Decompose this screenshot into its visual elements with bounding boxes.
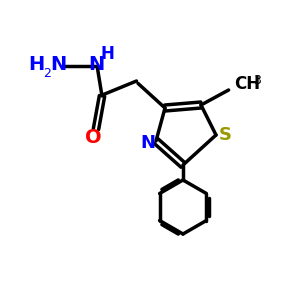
Text: N: N <box>88 55 105 74</box>
Text: 2: 2 <box>44 67 51 80</box>
Text: N: N <box>50 55 67 74</box>
Text: O: O <box>85 128 102 147</box>
Text: H: H <box>100 45 114 63</box>
Text: H: H <box>28 55 45 74</box>
Text: CH: CH <box>235 75 261 93</box>
Text: 3: 3 <box>253 74 261 87</box>
Text: N: N <box>140 134 155 152</box>
Text: S: S <box>219 126 232 144</box>
